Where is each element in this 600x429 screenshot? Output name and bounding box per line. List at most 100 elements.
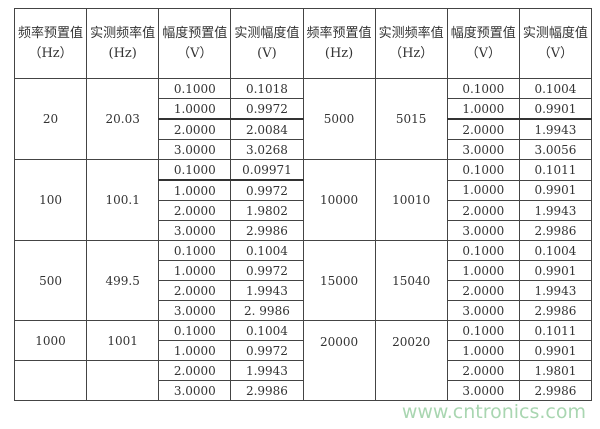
column-header: 实测幅度值（V） [518, 8, 593, 79]
measured-amplitude-cell: 2.9986 [518, 380, 593, 401]
set-amplitude-cell: 1.0000 [158, 98, 232, 120]
set-amplitude-cell: 3.0000 [446, 300, 520, 321]
measured-amplitude-cell: 0.9901 [518, 340, 593, 361]
set-amplitude-cell: 1.0000 [446, 98, 520, 120]
set-amplitude-cell: 2.0000 [158, 118, 232, 140]
set-amplitude-cell: 1.0000 [158, 179, 232, 201]
measured-frequency-cell: 15040 [374, 240, 448, 321]
set-amplitude-cell: 3.0000 [158, 139, 232, 160]
empty-cell [86, 360, 160, 401]
column-header: 频率预置值(Hz) [302, 8, 376, 79]
measured-amplitude-cell: 1.9943 [518, 280, 593, 301]
measured-amplitude-cell: 0.1004 [518, 240, 593, 261]
measured-amplitude-cell: 1.9801 [518, 360, 593, 381]
measured-frequency-cell: 499.5 [86, 240, 160, 321]
measured-amplitude-cell: 0.9972 [230, 179, 304, 201]
set-amplitude-cell: 3.0000 [446, 220, 520, 241]
measured-amplitude-cell: 0.1011 [518, 159, 593, 181]
measured-amplitude-cell: 0.1004 [230, 240, 304, 261]
column-header: 幅度预置值（V） [446, 8, 520, 79]
measured-amplitude-cell: 1.9943 [518, 118, 593, 140]
table-row: 1.0000 0.9972 1.0000 0.9901 [15, 260, 593, 281]
table-row: 1.0000 0.9972 1.0000 0.9901 [15, 98, 593, 120]
set-amplitude-cell: 1.0000 [446, 340, 520, 361]
measured-amplitude-cell: 0.9901 [518, 179, 593, 201]
measured-amplitude-cell: 0.1018 [230, 78, 304, 99]
set-amplitude-cell: 1.0000 [446, 179, 520, 201]
measured-frequency-cell: 1001 [86, 320, 160, 361]
set-frequency-cell: 15000 [302, 240, 376, 321]
set-amplitude-cell: 3.0000 [446, 380, 520, 401]
set-frequency-cell: 20000 [302, 320, 376, 401]
table-row: 1000 1001 0.1000 0.1004 20000 20020 0.1000 0.10… [13, 320, 593, 401]
measured-amplitude-cell: 0.9972 [230, 260, 304, 281]
measured-amplitude-cell: 2.9986 [518, 300, 593, 321]
set-frequency-cell: 100 [13, 159, 88, 241]
measured-frequency-cell: 100.1 [86, 159, 160, 241]
column-header: 实测幅度值(V) [230, 8, 304, 79]
measured-amplitude-cell: 0.1004 [230, 320, 304, 341]
table-row: 3.0000 2.9986 3.0000 2.9986 [15, 220, 593, 241]
set-amplitude-cell: 1.0000 [158, 260, 232, 281]
measured-amplitude-cell: 1.9943 [230, 280, 304, 301]
measured-frequency-cell: 10010 [374, 159, 448, 241]
measured-amplitude-cell: 3.0056 [518, 139, 593, 160]
column-header: 频率预置值（Hz） [13, 8, 88, 79]
measured-amplitude-cell: 0.9901 [518, 98, 593, 120]
table-row: 3.0000 2.9986 3.0000 2.9986 [15, 380, 593, 401]
measured-amplitude-cell: 3.0268 [230, 139, 304, 160]
set-amplitude-cell: 3.0000 [446, 139, 520, 160]
table-row: 100 100.1 0.1000 0.09971 10000 10010 0.1000 0.1… [13, 159, 593, 241]
measured-amplitude-cell: 2.9986 [230, 380, 304, 401]
measured-amplitude-cell: 2.9986 [230, 220, 304, 241]
set-amplitude-cell: 2.0000 [446, 360, 520, 381]
set-amplitude-cell: 2.0000 [158, 360, 232, 381]
table-row: 2.0000 1.9802 2.0000 1.9943 [15, 200, 593, 221]
measured-amplitude-cell: 2.9986 [518, 220, 593, 241]
measured-frequency-cell: 5015 [374, 78, 448, 160]
set-frequency-cell: 20 [13, 78, 88, 160]
measured-amplitude-cell: 2. 9986 [230, 300, 304, 321]
table-row: 20 20.03 0.1000 0.1018 5000 5015 0.1000 0.1004 [13, 78, 593, 160]
table-row: 1.0000 0.9972 1.0000 0.9901 [15, 179, 593, 201]
set-amplitude-cell: 0.1000 [446, 320, 520, 341]
set-amplitude-cell: 2.0000 [158, 200, 232, 221]
table-row: 500 499.5 0.1000 0.1004 15000 15040 0.1000 0.10… [13, 240, 593, 321]
set-frequency-cell: 5000 [302, 78, 376, 160]
measured-amplitude-cell: 0.9972 [230, 340, 304, 361]
watermark: www.cntronics.com [401, 401, 586, 423]
set-amplitude-cell: 3.0000 [158, 220, 232, 241]
set-amplitude-cell: 2.0000 [446, 200, 520, 221]
measured-frequency-cell: 20.03 [86, 78, 160, 160]
table-row: 3.0000 2. 9986 3.0000 2.9986 [15, 300, 593, 321]
table-row: 3.0000 3.0268 3.0000 3.0056 [15, 139, 593, 160]
measured-amplitude-cell: 0.1011 [518, 320, 593, 341]
set-amplitude-cell: 0.1000 [446, 159, 520, 181]
set-amplitude-cell: 0.1000 [446, 240, 520, 261]
set-frequency-cell: 1000 [13, 320, 88, 361]
measured-amplitude-cell: 0.1004 [518, 78, 593, 99]
set-amplitude-cell: 1.0000 [158, 340, 232, 361]
set-amplitude-cell: 0.1000 [158, 320, 232, 341]
set-frequency-cell: 10000 [302, 159, 376, 241]
set-frequency-cell: 500 [13, 240, 88, 321]
set-amplitude-cell: 3.0000 [158, 380, 232, 401]
set-amplitude-cell: 2.0000 [158, 280, 232, 301]
set-amplitude-cell: 0.1000 [158, 240, 232, 261]
set-amplitude-cell: 2.0000 [446, 280, 520, 301]
measured-amplitude-cell: 0.9972 [230, 98, 304, 120]
column-header: 实测频率值（Hz） [374, 8, 448, 79]
measured-frequency-cell: 20020 [374, 320, 448, 401]
measured-amplitude-cell: 1.9943 [518, 200, 593, 221]
column-header: 实测频率值(Hz) [86, 8, 160, 79]
set-amplitude-cell: 0.1000 [158, 159, 232, 181]
measured-amplitude-cell: 1.9802 [230, 200, 304, 221]
empty-cell [13, 360, 88, 401]
column-header: 幅度预置值（V） [158, 8, 232, 79]
measured-amplitude-cell: 0.9901 [518, 260, 593, 281]
set-amplitude-cell: 0.1000 [446, 78, 520, 99]
set-amplitude-cell: 2.0000 [446, 118, 520, 140]
measured-amplitude-cell: 1.9943 [230, 360, 304, 381]
set-amplitude-cell: 3.0000 [158, 300, 232, 321]
table-row: 1.0000 0.9972 1.0000 0.9901 [15, 340, 593, 361]
